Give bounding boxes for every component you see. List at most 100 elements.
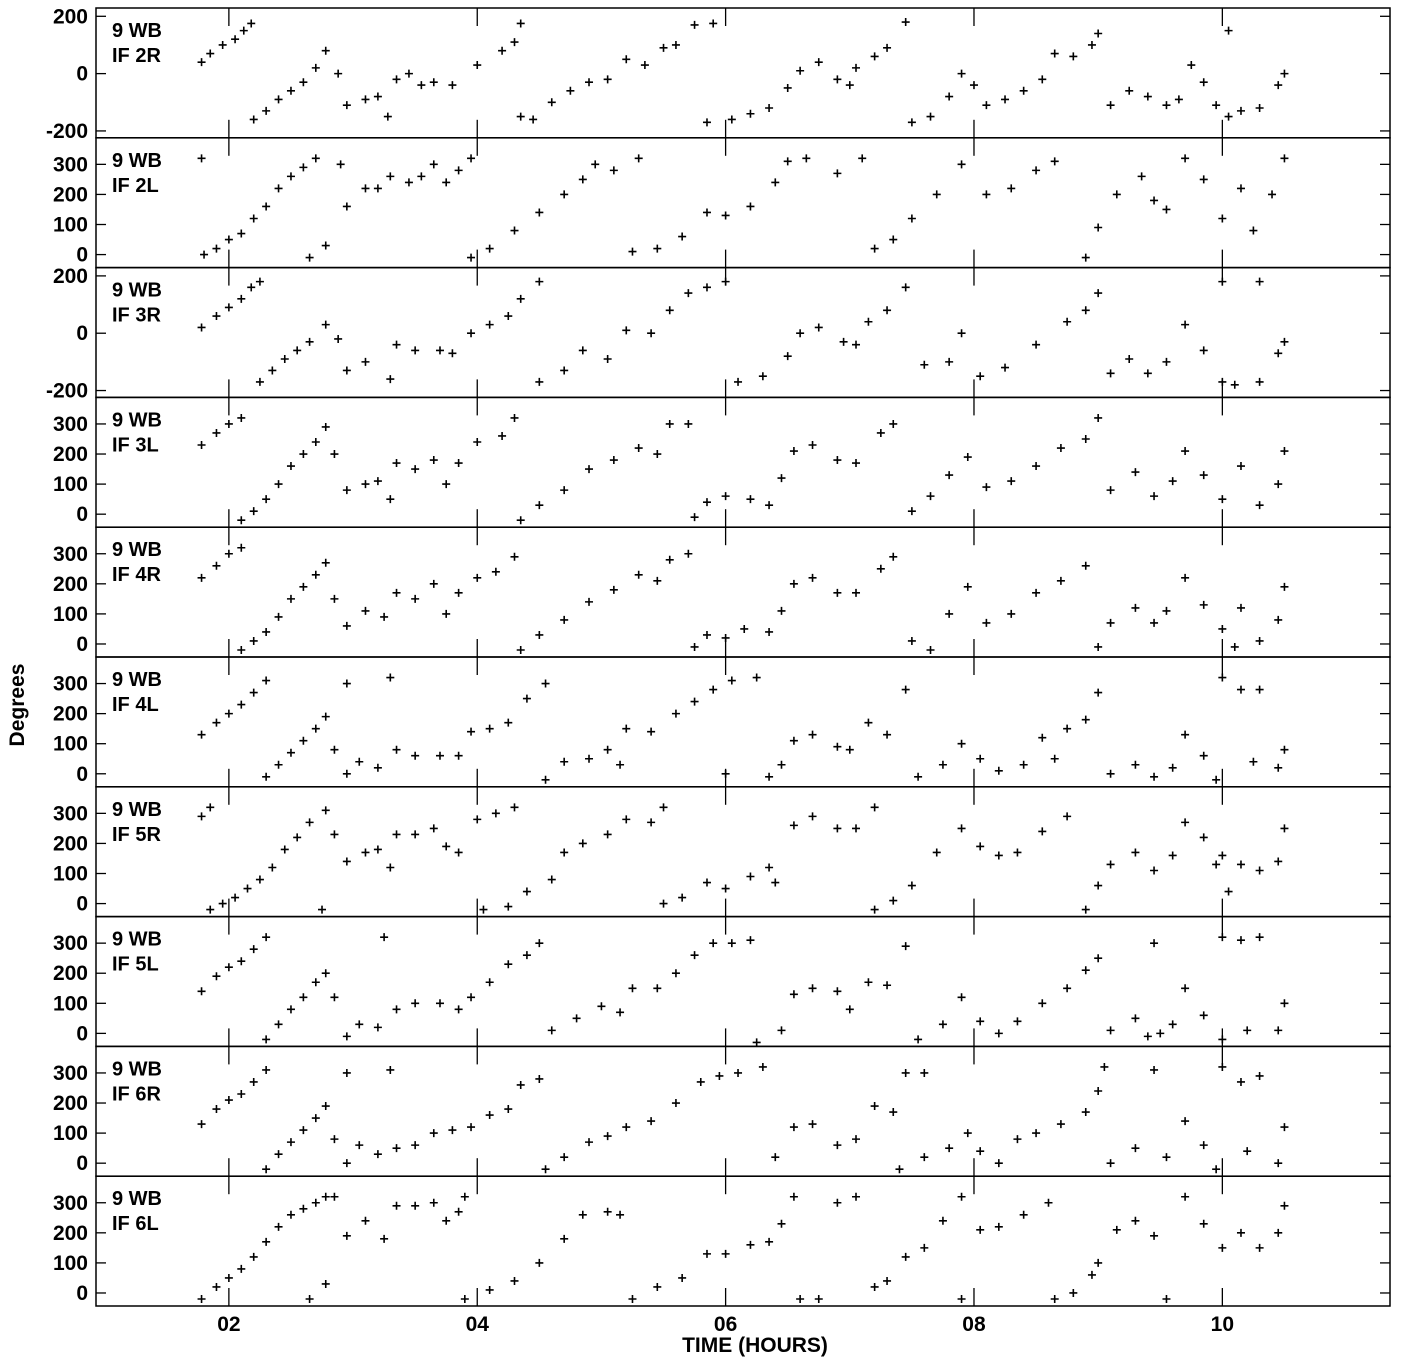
data-point bbox=[845, 745, 854, 754]
data-point bbox=[1212, 101, 1221, 110]
data-point bbox=[771, 178, 780, 187]
data-point bbox=[435, 751, 444, 760]
data-point bbox=[721, 277, 730, 286]
data-point bbox=[224, 549, 233, 558]
data-point bbox=[1274, 480, 1283, 489]
data-point bbox=[1212, 1165, 1221, 1174]
y-axis-title: Degrees bbox=[6, 664, 29, 747]
data-point bbox=[535, 501, 544, 510]
data-point bbox=[454, 1207, 463, 1216]
data-point bbox=[386, 673, 395, 682]
data-point bbox=[1181, 447, 1190, 456]
data-point bbox=[1162, 357, 1171, 366]
data-point bbox=[299, 163, 308, 172]
data-point bbox=[702, 208, 711, 217]
panel-label-line1: 9 WB bbox=[112, 1058, 162, 1080]
data-point bbox=[982, 483, 991, 492]
data-point bbox=[485, 1111, 494, 1120]
data-point bbox=[1236, 1228, 1245, 1237]
data-point bbox=[752, 673, 761, 682]
data-point bbox=[1094, 881, 1103, 890]
data-point bbox=[1019, 86, 1028, 95]
data-point bbox=[560, 1234, 569, 1243]
data-point bbox=[516, 294, 525, 303]
data-point bbox=[1280, 154, 1289, 163]
data-point bbox=[510, 1276, 519, 1285]
data-point bbox=[454, 848, 463, 857]
data-point bbox=[262, 676, 271, 685]
data-point bbox=[777, 1026, 786, 1035]
data-point bbox=[1274, 1026, 1283, 1035]
data-point bbox=[1236, 860, 1245, 869]
data-point bbox=[1063, 317, 1072, 326]
data-point bbox=[249, 688, 258, 697]
data-point bbox=[411, 346, 420, 355]
data-point bbox=[218, 899, 227, 908]
data-point bbox=[516, 1080, 525, 1089]
data-point bbox=[262, 1165, 271, 1174]
data-point bbox=[224, 1273, 233, 1282]
data-point bbox=[622, 815, 631, 824]
data-point bbox=[994, 1222, 1003, 1231]
data-point bbox=[361, 95, 370, 104]
y-tick-label: 100 bbox=[53, 473, 88, 496]
data-point bbox=[1280, 69, 1289, 78]
data-point bbox=[628, 1294, 637, 1303]
panel-label-line2: IF 4R bbox=[112, 564, 161, 586]
data-point bbox=[845, 81, 854, 90]
data-point bbox=[1106, 1026, 1115, 1035]
data-point bbox=[479, 905, 488, 914]
data-point bbox=[783, 157, 792, 166]
y-tick-label: 200 bbox=[53, 443, 88, 466]
data-point bbox=[435, 346, 444, 355]
panel-frame bbox=[95, 1175, 1391, 1307]
data-point bbox=[237, 1090, 246, 1099]
data-point bbox=[901, 685, 910, 694]
data-point bbox=[473, 61, 482, 70]
data-point bbox=[330, 1135, 339, 1144]
data-point bbox=[864, 718, 873, 727]
data-point bbox=[1094, 688, 1103, 697]
data-point bbox=[734, 377, 743, 386]
data-point bbox=[597, 1002, 606, 1011]
data-point bbox=[286, 1210, 295, 1219]
data-point bbox=[777, 1219, 786, 1228]
data-point bbox=[342, 101, 351, 110]
y-tick-label: 300 bbox=[53, 413, 88, 436]
data-point bbox=[647, 329, 656, 338]
data-point bbox=[833, 742, 842, 751]
data-point bbox=[212, 561, 221, 570]
data-point bbox=[498, 431, 507, 440]
data-point bbox=[1274, 1228, 1283, 1237]
data-point bbox=[789, 821, 798, 830]
data-point bbox=[212, 718, 221, 727]
data-point bbox=[1081, 715, 1090, 724]
data-point bbox=[833, 456, 842, 465]
data-point bbox=[889, 419, 898, 428]
data-point bbox=[653, 1282, 662, 1291]
data-point bbox=[200, 250, 209, 259]
data-point bbox=[1218, 933, 1227, 942]
data-point bbox=[516, 19, 525, 28]
data-point bbox=[1100, 1062, 1109, 1071]
data-point bbox=[429, 456, 438, 465]
data-point bbox=[789, 1192, 798, 1201]
data-point bbox=[237, 700, 246, 709]
data-point bbox=[702, 878, 711, 887]
data-point bbox=[404, 178, 413, 187]
data-point bbox=[321, 1192, 330, 1201]
data-point bbox=[628, 247, 637, 256]
data-point bbox=[721, 633, 730, 642]
data-point bbox=[1094, 289, 1103, 298]
data-point bbox=[280, 355, 289, 364]
data-point bbox=[262, 1035, 271, 1044]
panel-label-line1: 9 WB bbox=[112, 150, 162, 172]
data-point bbox=[876, 564, 885, 573]
data-point bbox=[197, 573, 206, 582]
y-tick-label: 100 bbox=[53, 603, 88, 626]
data-point bbox=[392, 1005, 401, 1014]
data-point bbox=[560, 757, 569, 766]
panel-frame bbox=[95, 1045, 1391, 1177]
data-point bbox=[342, 486, 351, 495]
data-point bbox=[870, 1102, 879, 1111]
